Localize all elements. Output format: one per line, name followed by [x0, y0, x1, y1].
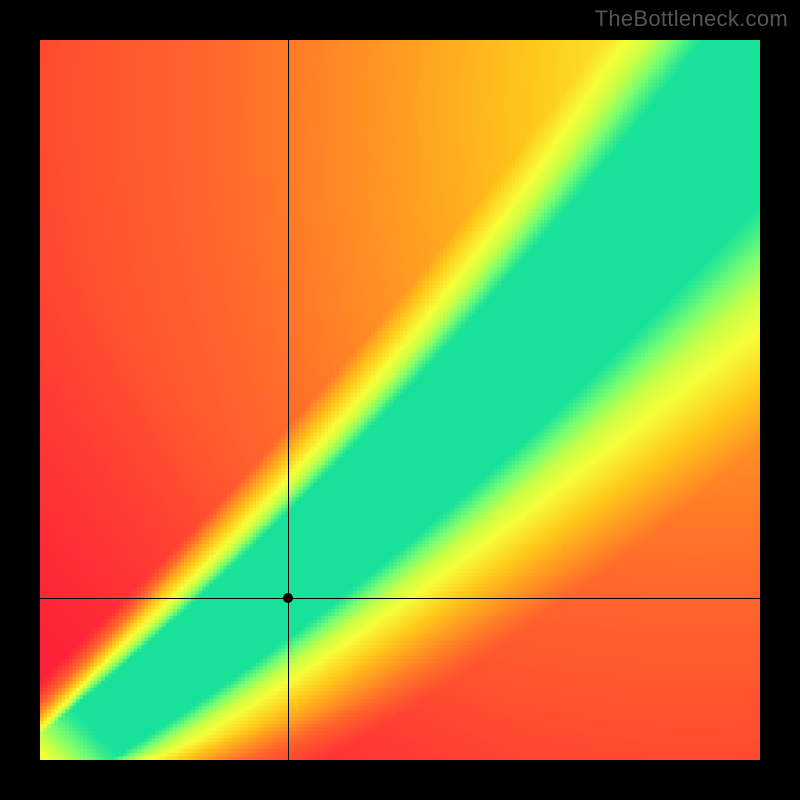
- crosshair-vertical: [288, 40, 289, 760]
- heatmap-canvas: [40, 40, 760, 760]
- crosshair-marker: [283, 593, 293, 603]
- watermark-text: TheBottleneck.com: [595, 6, 788, 32]
- crosshair-horizontal: [40, 598, 760, 599]
- chart-container: TheBottleneck.com: [0, 0, 800, 800]
- plot-area: [40, 40, 760, 760]
